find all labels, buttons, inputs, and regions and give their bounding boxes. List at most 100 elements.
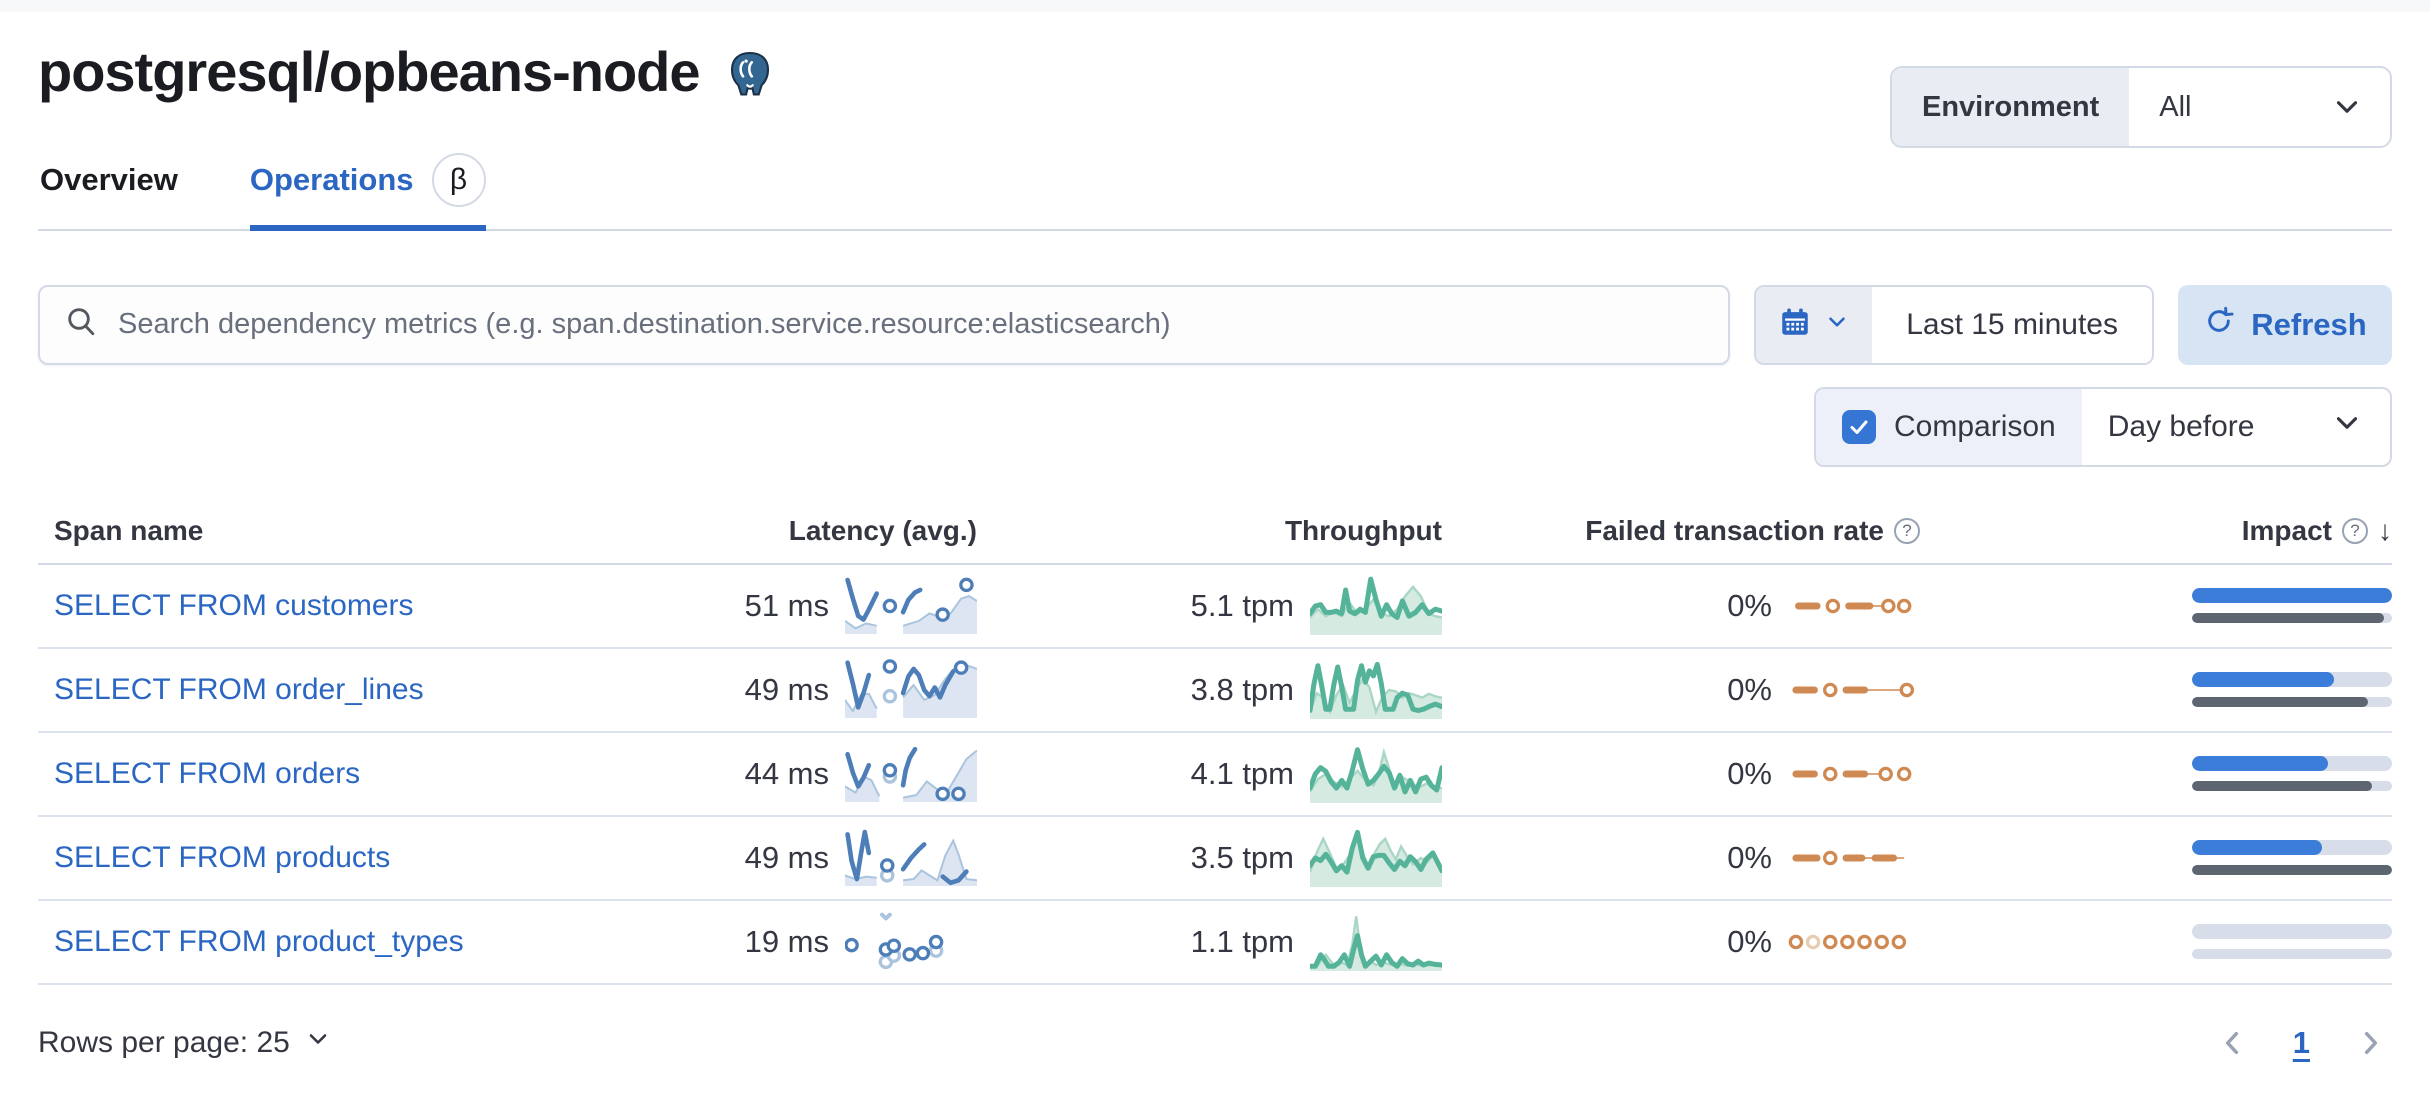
failed-rate-cell: 0%	[1442, 588, 1920, 624]
beta-badge: β	[431, 152, 486, 207]
comparison-checkbox-group: Comparison	[1816, 388, 2082, 465]
impact-bar-previous	[2192, 613, 2384, 624]
comparison-checkbox[interactable]	[1842, 409, 1876, 444]
throughput-cell: 5.1 tpm	[977, 574, 1442, 638]
impact-bar-previous	[2192, 865, 2392, 876]
span-name-cell: SELECT FROM order_lines	[38, 673, 497, 707]
table-header-row: Span name Latency (avg.) Throughput Fail…	[38, 515, 2392, 565]
throughput-cell: 1.1 tpm	[977, 910, 1442, 974]
tab-overview-label: Overview	[40, 161, 178, 197]
impact-bar-previous	[2192, 697, 2368, 708]
failed-rate-cell: 0%	[1442, 672, 1920, 708]
latency-value: 19 ms	[744, 923, 829, 959]
failed-rate-sparkline	[1792, 850, 1905, 866]
chevron-down-icon	[1824, 309, 1850, 340]
sort-descending-icon: ↓	[2378, 514, 2392, 546]
span-name-cell: SELECT FROM products	[38, 841, 497, 875]
latency-sparkline	[845, 658, 977, 718]
throughput-value: 1.1 tpm	[1190, 923, 1294, 959]
postgresql-icon	[726, 50, 774, 103]
span-name-cell: SELECT FROM orders	[38, 757, 497, 791]
latency-sparkline	[845, 577, 977, 634]
failed-rate-value: 0%	[1727, 671, 1772, 707]
refresh-icon	[2203, 305, 2235, 345]
tab-operations-label: Operations	[249, 161, 414, 197]
page-title: postgresql/opbeans-node	[38, 40, 700, 103]
throughput-sparkline	[1310, 576, 1442, 635]
date-picker: Last 15 minutes	[1754, 284, 2154, 365]
page-number[interactable]: 1	[2292, 1024, 2310, 1060]
tab-bar: Overview Operations β	[38, 152, 2392, 231]
latency-value: 44 ms	[744, 755, 829, 791]
throughput-cell: 3.5 tpm	[977, 826, 1442, 890]
column-header-span-name[interactable]: Span name	[54, 514, 204, 546]
latency-sparkline	[845, 912, 944, 969]
span-name-cell: SELECT FROM customers	[38, 589, 497, 623]
environment-value: All	[2159, 90, 2192, 123]
time-range-label: Last 15 minutes	[1906, 307, 2118, 341]
failed-rate-cell: 0%	[1442, 756, 1920, 792]
rows-per-page-label: Rows per page: 25	[38, 1025, 290, 1059]
tab-overview[interactable]: Overview	[40, 153, 178, 229]
latency-cell: 49 ms	[497, 827, 977, 889]
environment-select[interactable]: Environment All	[1890, 66, 2392, 148]
next-page-icon[interactable]	[2354, 1027, 2386, 1059]
span-name-cell: SELECT FROM product_types	[38, 925, 497, 959]
impact-cell	[1920, 588, 2392, 624]
latency-sparkline	[845, 829, 977, 886]
span-name-link[interactable]: SELECT FROM customers	[54, 588, 414, 622]
column-header-impact[interactable]: Impact ? ↓	[2241, 514, 2392, 546]
chevron-down-icon	[2330, 406, 2364, 448]
comparison-value: Day before	[2107, 409, 2255, 443]
throughput-value: 5.1 tpm	[1190, 587, 1294, 623]
failed-rate-sparkline	[1792, 766, 1912, 782]
chevron-down-icon	[2330, 68, 2390, 146]
impact-bar-current	[2192, 840, 2322, 856]
throughput-value: 3.8 tpm	[1190, 671, 1294, 707]
comparison-control: Comparison Day before	[1814, 386, 2392, 467]
latency-value: 51 ms	[744, 587, 829, 623]
span-name-link[interactable]: SELECT FROM orders	[54, 756, 361, 790]
comparison-select[interactable]: Day before	[2082, 389, 2390, 465]
failed-rate-sparkline	[1792, 682, 1915, 698]
impact-cell	[1920, 756, 2392, 792]
throughput-value: 4.1 tpm	[1190, 755, 1294, 791]
throughput-sparkline	[1310, 661, 1442, 719]
chevron-down-icon	[304, 1025, 332, 1061]
latency-cell: 19 ms	[497, 911, 977, 973]
search-input[interactable]	[118, 308, 1705, 342]
table-row: SELECT FROM products 49 ms 3.5 tpm 0%	[38, 817, 2392, 901]
table-row: SELECT FROM product_types 19 ms 1.1 tpm …	[38, 901, 2392, 985]
span-name-link[interactable]: SELECT FROM product_types	[54, 924, 464, 958]
table-row: SELECT FROM customers 51 ms 5.1 tpm 0%	[38, 565, 2392, 649]
previous-page-icon[interactable]	[2217, 1027, 2249, 1059]
question-icon: ?	[2342, 517, 2368, 544]
span-name-link[interactable]: SELECT FROM order_lines	[54, 672, 424, 706]
impact-cell	[1920, 840, 2392, 876]
span-name-link[interactable]: SELECT FROM products	[54, 840, 391, 874]
failed-rate-sparkline	[1795, 598, 1912, 614]
table-footer: Rows per page: 25 1	[38, 1025, 2392, 1061]
failed-rate-sparkline	[1788, 934, 1907, 950]
latency-cell: 44 ms	[497, 743, 977, 805]
time-range-button[interactable]: Last 15 minutes	[1872, 287, 2152, 363]
impact-bar-current	[2192, 588, 2392, 604]
rows-per-page-button[interactable]: Rows per page: 25	[38, 1025, 332, 1061]
refresh-button[interactable]: Refresh	[2178, 284, 2392, 365]
comparison-label: Comparison	[1894, 409, 2056, 443]
search-box	[38, 284, 1731, 365]
table-row: SELECT FROM order_lines 49 ms 3.8 tpm 0%	[38, 649, 2392, 733]
date-quick-select-button[interactable]	[1756, 286, 1873, 363]
impact-cell	[1920, 924, 2392, 960]
page-header: postgresql/opbeans-node	[38, 36, 2392, 109]
latency-sparkline	[845, 746, 977, 802]
calendar-icon	[1778, 305, 1812, 344]
column-header-throughput[interactable]: Throughput	[1284, 514, 1442, 546]
column-header-latency[interactable]: Latency (avg.)	[788, 514, 977, 546]
tab-operations[interactable]: Operations β	[249, 152, 486, 231]
question-icon: ?	[1894, 517, 1920, 544]
column-header-failed-rate[interactable]: Failed transaction rate ?	[1442, 515, 1920, 547]
table-row: SELECT FROM orders 44 ms 4.1 tpm 0%	[38, 733, 2392, 817]
search-icon	[64, 304, 100, 345]
failed-rate-value: 0%	[1727, 923, 1772, 959]
